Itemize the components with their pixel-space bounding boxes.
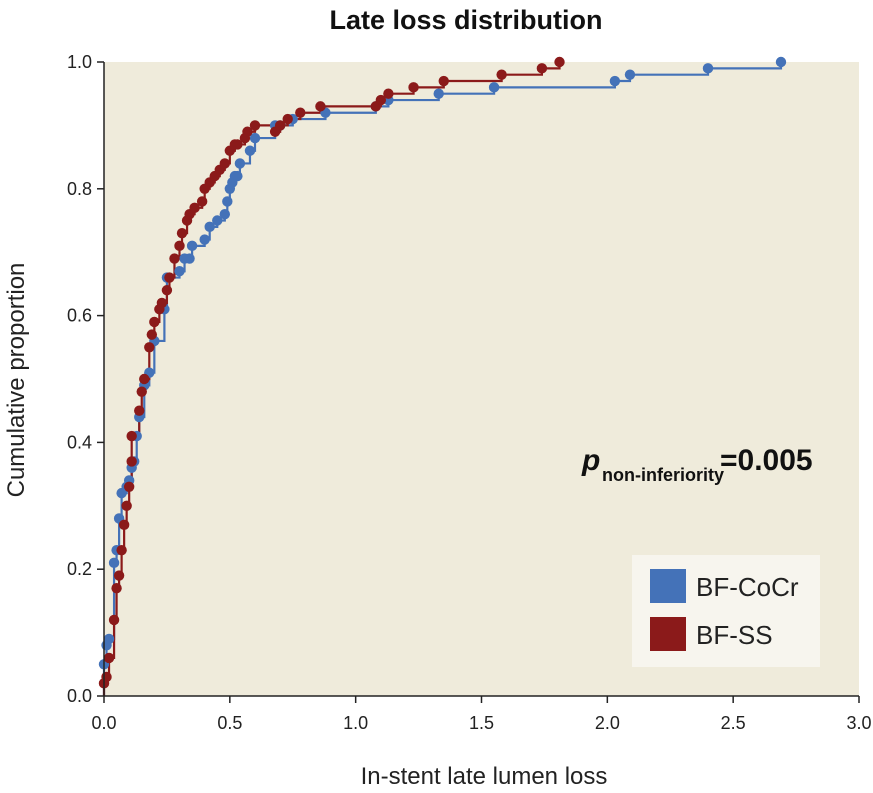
point-bf-ss	[111, 583, 122, 594]
axis-ticks: 0.0 0.5 1.0 1.5 2.0 2.5 3.0 0.0 0.2 0.4 0.6 0.8 1.0	[67, 52, 872, 733]
point-bf-cocr	[222, 196, 233, 207]
x-tick-label: 1.5	[469, 713, 494, 733]
legend-label-bf-ss: BF-SS	[696, 620, 773, 650]
y-tick-label: 0.2	[67, 559, 92, 579]
point-bf-cocr	[219, 208, 230, 220]
point-bf-ss	[536, 63, 548, 74]
point-bf-cocr	[624, 69, 636, 80]
point-bf-cocr	[199, 234, 210, 245]
point-bf-cocr	[249, 132, 261, 144]
point-bf-ss	[134, 405, 145, 416]
point-bf-ss	[375, 94, 387, 106]
point-bf-cocr	[775, 56, 787, 68]
point-bf-ss	[146, 329, 158, 340]
legend-swatch-bf-cocr	[650, 569, 686, 603]
point-bf-ss	[121, 500, 132, 511]
data-points	[98, 56, 787, 689]
chart-title: Late loss distribution	[329, 5, 602, 35]
point-bf-ss	[438, 75, 449, 87]
p-value-annotation: p non-inferiority =0.005	[581, 444, 813, 485]
point-bf-ss	[496, 69, 507, 80]
point-bf-ss	[161, 285, 173, 296]
point-bf-ss	[274, 120, 286, 131]
point-bf-cocr	[108, 557, 120, 569]
p-symbol: p	[581, 444, 600, 477]
point-bf-ss	[232, 139, 243, 150]
point-bf-ss	[189, 202, 200, 214]
point-bf-ss	[136, 386, 147, 397]
y-tick-label: 1.0	[67, 52, 92, 72]
point-bf-ss	[156, 297, 168, 309]
point-bf-ss	[123, 481, 135, 492]
point-bf-cocr	[702, 63, 714, 74]
point-bf-ss	[554, 56, 565, 68]
y-tick-label: 0.8	[67, 179, 92, 199]
point-bf-ss	[315, 101, 326, 112]
legend: BF-CoCr BF-SS	[632, 555, 820, 667]
point-bf-ss	[176, 227, 188, 239]
x-tick-label: 0.5	[217, 713, 242, 733]
x-tick-label: 3.0	[846, 713, 871, 733]
point-bf-cocr	[232, 170, 243, 182]
p-value: =0.005	[720, 444, 813, 477]
point-bf-ss	[108, 614, 120, 626]
point-bf-ss	[139, 373, 150, 385]
point-bf-ss	[126, 456, 137, 467]
x-axis-label: In-stent late lumen loss	[361, 763, 608, 790]
point-bf-cocr	[103, 633, 115, 645]
point-bf-ss	[242, 126, 253, 137]
x-tick-label: 0.0	[91, 713, 116, 733]
point-bf-ss	[383, 88, 394, 99]
point-bf-ss	[295, 107, 306, 118]
point-bf-ss	[113, 570, 125, 581]
point-bf-cocr	[186, 240, 198, 252]
point-bf-ss	[144, 342, 155, 353]
point-bf-cocr	[184, 253, 195, 264]
y-tick-label: 0.0	[67, 686, 92, 706]
x-tick-label: 2.5	[721, 713, 746, 733]
p-subscript: non-inferiority	[602, 465, 724, 485]
point-bf-ss	[103, 652, 115, 664]
point-bf-cocr	[609, 75, 621, 87]
point-bf-cocr	[433, 88, 444, 99]
point-bf-cocr	[244, 145, 256, 156]
x-tick-label: 1.0	[343, 713, 368, 733]
point-bf-ss	[408, 82, 419, 93]
x-tick-label: 2.0	[595, 713, 620, 733]
point-bf-ss	[116, 544, 127, 556]
point-bf-ss	[101, 671, 112, 683]
point-bf-cocr	[212, 215, 223, 226]
point-bf-ss	[149, 316, 160, 328]
point-bf-ss	[249, 120, 261, 131]
point-bf-ss	[169, 253, 180, 264]
point-bf-ss	[118, 519, 130, 531]
point-bf-ss	[126, 430, 137, 442]
point-bf-ss	[219, 158, 230, 169]
y-tick-label: 0.6	[67, 306, 92, 326]
point-bf-ss	[196, 196, 208, 207]
point-bf-ss	[174, 240, 185, 252]
point-bf-cocr	[488, 82, 500, 93]
y-axis-label: Cumulative proportion	[3, 263, 30, 498]
point-bf-cocr	[234, 158, 246, 169]
point-bf-ss	[282, 113, 293, 125]
point-bf-cocr	[204, 221, 215, 233]
point-bf-ss	[164, 272, 175, 283]
point-bf-cocr	[174, 266, 185, 277]
legend-swatch-bf-ss	[650, 617, 686, 651]
y-tick-label: 0.4	[67, 432, 92, 452]
legend-label-bf-cocr: BF-CoCr	[696, 572, 799, 602]
